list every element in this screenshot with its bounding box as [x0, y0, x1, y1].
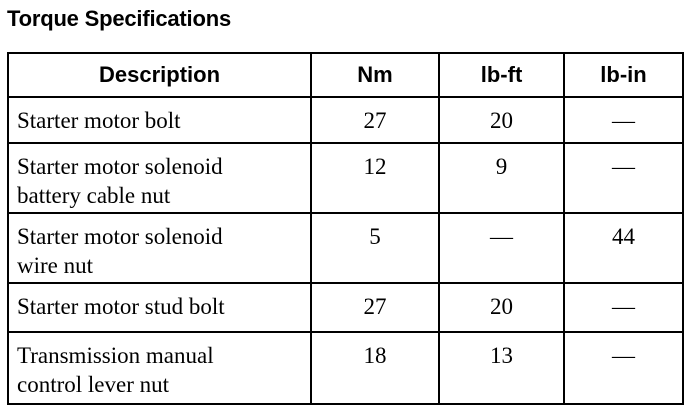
cell-lb-ft: 9 [438, 142, 565, 214]
cell-lb-ft: 20 [438, 96, 565, 144]
table-row: Transmission manual control lever nut 18 13… [7, 331, 684, 405]
table-row: Starter motor bolt 27 20— [7, 96, 684, 144]
description-line: Starter motor bolt [17, 108, 181, 133]
description-line: Starter motor solenoid [17, 154, 223, 179]
cell-description: Transmission manual control lever nut [7, 331, 312, 405]
cell-lb-in: 44 [563, 212, 684, 284]
cell-nm: 12 [310, 142, 440, 214]
header-description: Description [7, 52, 312, 98]
table-row: Starter motor solenoid battery cable nut 1… [7, 142, 684, 214]
cell-lb-in: — [563, 96, 684, 144]
description-line: control lever nut [17, 372, 170, 397]
cell-nm: 18 [310, 331, 440, 405]
cell-nm: 5 [310, 212, 440, 284]
cell-nm: 27 [310, 96, 440, 144]
description-line: Starter motor stud bolt [17, 294, 225, 319]
description-line: Transmission manual [17, 343, 214, 368]
cell-description: Starter motor solenoid battery cable nut [7, 142, 312, 214]
header-lb-ft: lb-ft [438, 52, 565, 98]
header-nm: Nm [310, 52, 440, 98]
cell-lb-ft: — [438, 212, 565, 284]
description-line: wire nut [17, 253, 94, 278]
torque-table: Description Nm lb-ft lb-in Starter motor… [7, 52, 684, 405]
cell-description: Starter motor stud bolt [7, 282, 312, 333]
cell-lb-in: — [563, 142, 684, 214]
cell-description: Starter motor solenoid wire nut [7, 212, 312, 284]
table-row: Starter motor solenoid wire nut 5—44 [7, 212, 684, 284]
cell-lb-in: — [563, 282, 684, 333]
header-lb-in: lb-in [563, 52, 684, 98]
cell-nm: 27 [310, 282, 440, 333]
header-row: Description Nm lb-ft lb-in [7, 52, 684, 98]
cell-description: Starter motor bolt [7, 96, 312, 144]
cell-lb-ft: 20 [438, 282, 565, 333]
cell-lb-in: — [563, 331, 684, 405]
description-line: battery cable nut [17, 183, 171, 208]
table-row: Starter motor stud bolt 27 20— [7, 282, 684, 333]
description-line: Starter motor solenoid [17, 224, 223, 249]
page-title: Torque Specifications [7, 6, 231, 31]
cell-lb-ft: 13 [438, 331, 565, 405]
